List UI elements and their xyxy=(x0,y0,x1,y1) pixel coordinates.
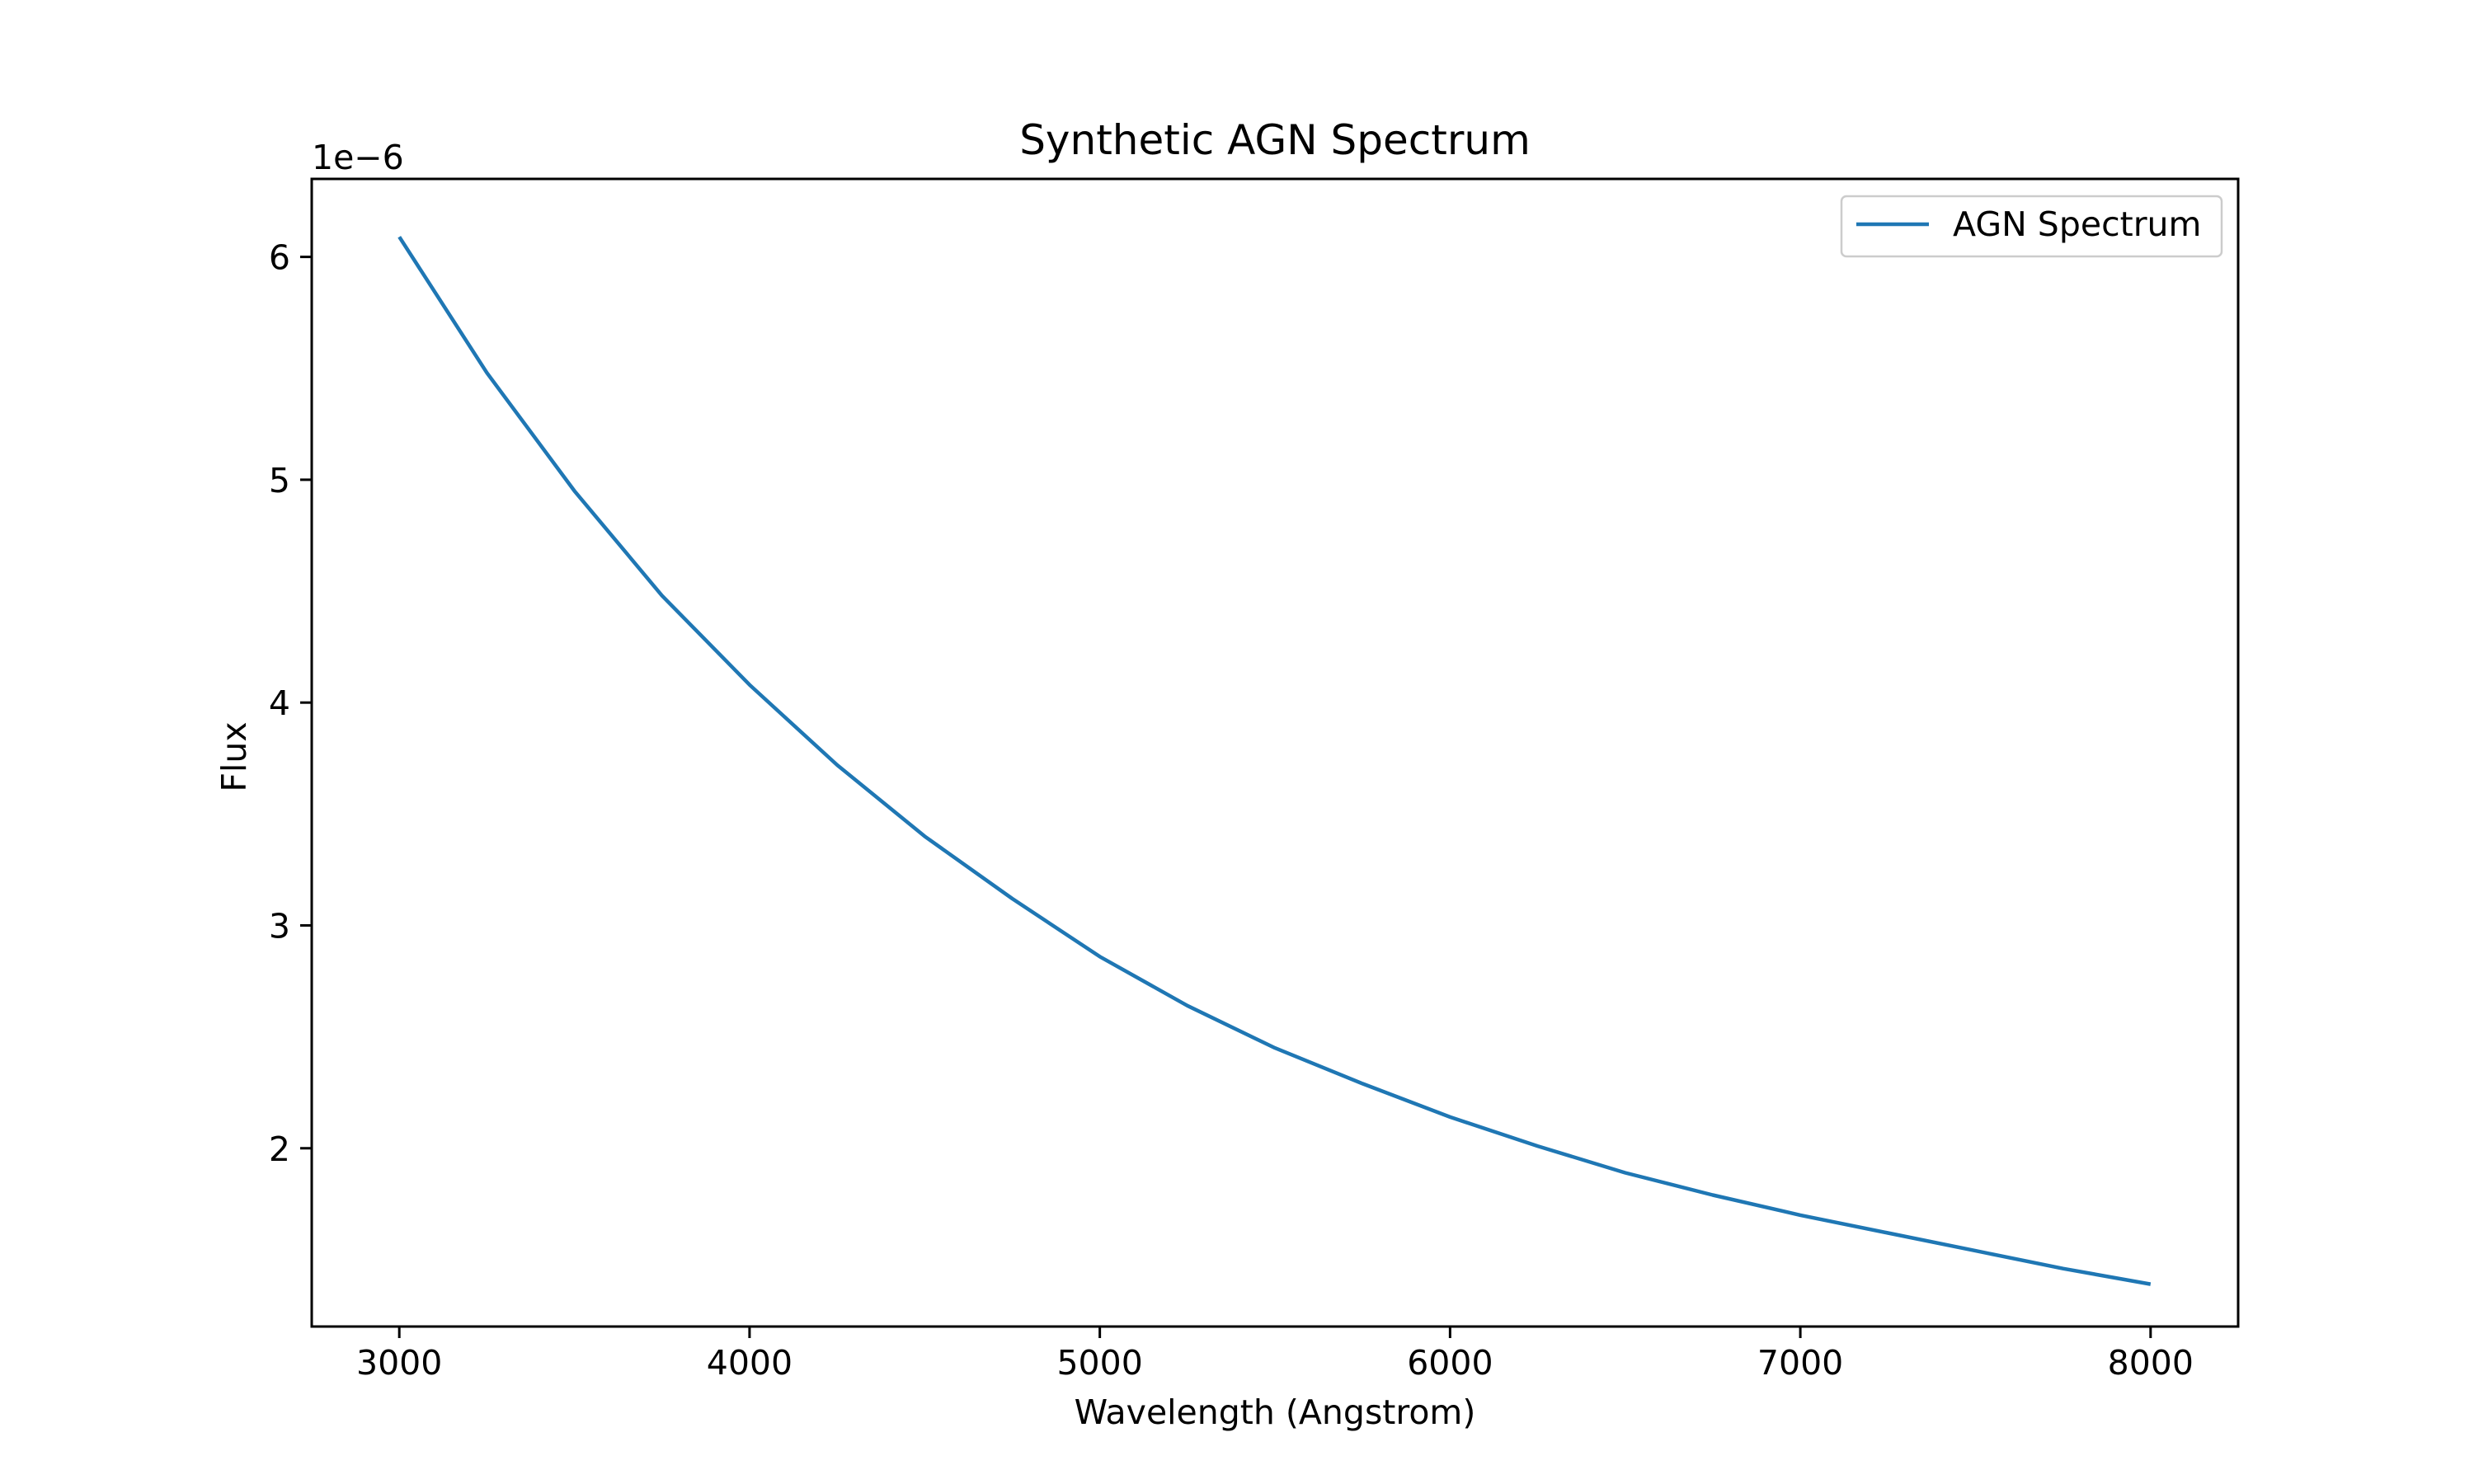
legend-box xyxy=(1840,195,2223,258)
y-axis: 2 3 4 5 6 xyxy=(269,238,312,1169)
x-tick-label: 7000 xyxy=(1757,1343,1843,1383)
x-tick-label: 3000 xyxy=(356,1343,442,1383)
y-axis-label: Flux xyxy=(214,721,254,791)
legend-label: AGN Spectrum xyxy=(1953,204,2201,244)
chart-title: Synthetic AGN Spectrum xyxy=(1019,116,1531,164)
y-tick-label: 6 xyxy=(269,238,290,278)
legend: AGN Spectrum xyxy=(1840,195,2223,258)
axes-frame xyxy=(310,177,2240,1328)
x-tick-label: 5000 xyxy=(1056,1343,1142,1383)
x-axis-label: Wavelength (Angstrom) xyxy=(1075,1392,1476,1432)
y-offset-label: 1e−6 xyxy=(312,138,404,177)
plot-area xyxy=(310,177,2240,1328)
y-tick-label: 5 xyxy=(269,461,290,500)
y-tick-label: 2 xyxy=(269,1129,290,1169)
y-tick-label: 3 xyxy=(269,906,290,946)
x-tick-label: 4000 xyxy=(707,1343,793,1383)
x-tick-label: 8000 xyxy=(2108,1343,2194,1383)
series-layer xyxy=(397,236,2152,1286)
series-line-0 xyxy=(397,236,2152,1286)
x-tick-label: 6000 xyxy=(1407,1343,1493,1383)
y-tick-label: 4 xyxy=(269,683,290,723)
x-axis: 3000 4000 5000 6000 7000 8000 xyxy=(356,1327,2194,1383)
